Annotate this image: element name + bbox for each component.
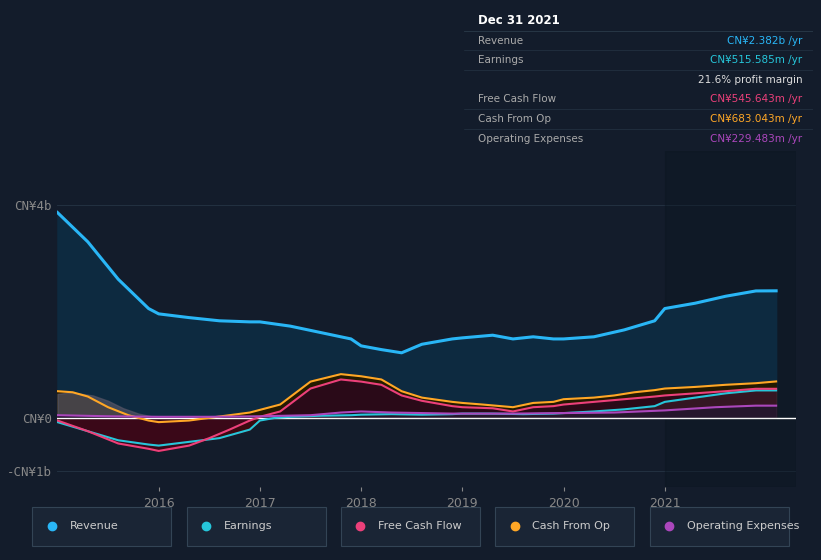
- Text: Revenue: Revenue: [478, 36, 523, 45]
- Text: Revenue: Revenue: [70, 521, 118, 531]
- Text: Dec 31 2021: Dec 31 2021: [478, 15, 560, 27]
- Text: CN¥2.382b /yr: CN¥2.382b /yr: [727, 36, 802, 45]
- Text: CN¥545.643m /yr: CN¥545.643m /yr: [710, 95, 802, 104]
- Text: Earnings: Earnings: [224, 521, 273, 531]
- Text: Free Cash Flow: Free Cash Flow: [478, 95, 556, 104]
- Text: Cash From Op: Cash From Op: [533, 521, 610, 531]
- FancyBboxPatch shape: [32, 507, 172, 546]
- Text: CN¥229.483m /yr: CN¥229.483m /yr: [710, 134, 802, 143]
- FancyBboxPatch shape: [186, 507, 326, 546]
- FancyBboxPatch shape: [495, 507, 635, 546]
- Text: Free Cash Flow: Free Cash Flow: [378, 521, 461, 531]
- Text: Cash From Op: Cash From Op: [478, 114, 551, 124]
- Bar: [665, 151, 796, 487]
- Text: Operating Expenses: Operating Expenses: [687, 521, 799, 531]
- Text: CN¥515.585m /yr: CN¥515.585m /yr: [710, 55, 802, 65]
- Text: 21.6% profit margin: 21.6% profit margin: [698, 75, 802, 85]
- FancyBboxPatch shape: [341, 507, 480, 546]
- Text: CN¥683.043m /yr: CN¥683.043m /yr: [710, 114, 802, 124]
- FancyBboxPatch shape: [649, 507, 789, 546]
- Text: Earnings: Earnings: [478, 55, 523, 65]
- Text: Operating Expenses: Operating Expenses: [478, 134, 583, 143]
